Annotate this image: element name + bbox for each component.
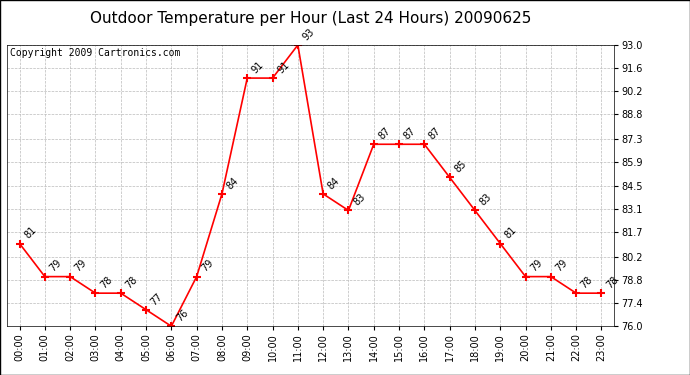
Text: 84: 84 (225, 176, 240, 191)
Text: 79: 79 (48, 258, 63, 274)
Text: 77: 77 (149, 291, 165, 307)
Text: 81: 81 (503, 225, 519, 241)
Text: 78: 78 (604, 274, 620, 290)
Text: 91: 91 (250, 60, 266, 75)
Text: 84: 84 (326, 176, 342, 191)
Text: Outdoor Temperature per Hour (Last 24 Hours) 20090625: Outdoor Temperature per Hour (Last 24 Ho… (90, 11, 531, 26)
Text: 78: 78 (124, 274, 139, 290)
Text: 81: 81 (22, 225, 38, 241)
Text: 91: 91 (275, 60, 291, 75)
Text: 83: 83 (477, 192, 493, 208)
Text: 78: 78 (579, 274, 595, 290)
Text: 78: 78 (98, 274, 114, 290)
Text: 76: 76 (174, 308, 190, 324)
Text: 85: 85 (453, 159, 469, 175)
Text: 79: 79 (529, 258, 544, 274)
Text: 87: 87 (402, 126, 417, 141)
Text: 83: 83 (351, 192, 367, 208)
Text: 79: 79 (199, 258, 215, 274)
Text: Copyright 2009 Cartronics.com: Copyright 2009 Cartronics.com (10, 48, 180, 58)
Text: 79: 79 (553, 258, 569, 274)
Text: 93: 93 (301, 27, 316, 42)
Text: 87: 87 (427, 126, 443, 141)
Text: 79: 79 (73, 258, 89, 274)
Text: 87: 87 (377, 126, 393, 141)
